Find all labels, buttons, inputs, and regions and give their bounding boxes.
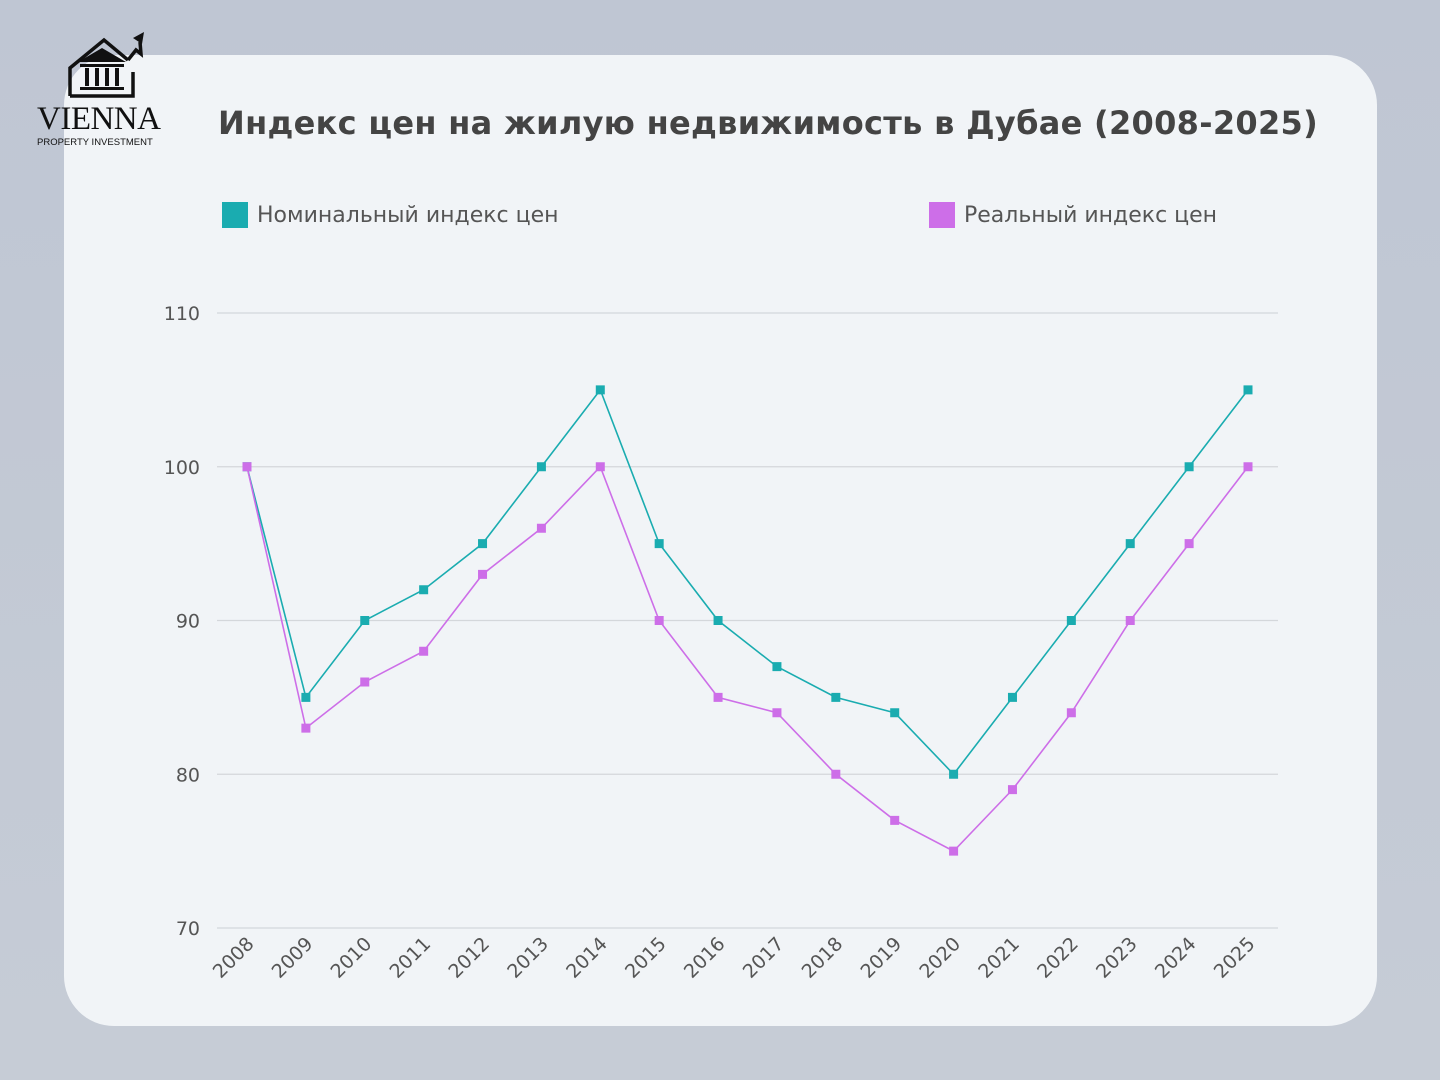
data-point-1 bbox=[1184, 539, 1194, 549]
series-line-0 bbox=[246, 388, 1249, 776]
legend-real[interactable]: Реальный индекс цен bbox=[929, 202, 1217, 228]
data-point-0 bbox=[1184, 462, 1194, 472]
data-point-1 bbox=[654, 616, 664, 625]
chart-card bbox=[64, 55, 1377, 1026]
data-point-1 bbox=[242, 462, 252, 472]
x-tick-label: 2009 bbox=[268, 933, 318, 983]
data-point-0 bbox=[1066, 616, 1076, 625]
legend-swatch-real bbox=[929, 202, 955, 228]
x-tick-label: 2023 bbox=[1092, 933, 1142, 983]
x-tick-label: 2010 bbox=[327, 933, 377, 983]
data-point-0 bbox=[1125, 539, 1135, 549]
data-point-0 bbox=[949, 769, 959, 779]
data-point-1 bbox=[536, 523, 546, 533]
data-point-1 bbox=[890, 815, 900, 825]
legend-label-nominal: Номинальный индекс цен bbox=[257, 202, 559, 228]
y-tick-label: 70 bbox=[176, 918, 200, 940]
data-point-0 bbox=[419, 585, 429, 595]
data-point-1 bbox=[1243, 462, 1253, 472]
y-tick-label: 90 bbox=[176, 611, 200, 633]
data-point-0 bbox=[360, 616, 370, 625]
x-tick-label: 2019 bbox=[856, 933, 906, 983]
x-tick-label: 2014 bbox=[562, 933, 612, 983]
data-point-1 bbox=[1066, 708, 1076, 718]
data-point-0 bbox=[478, 539, 488, 549]
data-point-1 bbox=[1007, 785, 1017, 795]
data-point-1 bbox=[949, 846, 959, 856]
data-point-0 bbox=[536, 462, 546, 472]
x-tick-label: 2022 bbox=[1033, 933, 1083, 983]
x-tick-label: 2024 bbox=[1151, 933, 1201, 983]
y-tick-label: 110 bbox=[164, 303, 200, 325]
series-line-1 bbox=[246, 465, 1249, 853]
data-point-1 bbox=[831, 769, 841, 779]
x-tick-label: 2025 bbox=[1210, 933, 1260, 983]
data-point-1 bbox=[772, 708, 782, 718]
logo-subtitle: PROPERTY INVESTMENT bbox=[37, 137, 153, 148]
data-point-0 bbox=[654, 539, 664, 549]
y-tick-label: 100 bbox=[164, 457, 200, 479]
data-point-0 bbox=[831, 692, 841, 702]
data-point-1 bbox=[1125, 616, 1135, 625]
data-point-0 bbox=[1007, 692, 1017, 702]
chart-title: Индекс цен на жилую недвижимость в Дубае… bbox=[218, 104, 1319, 142]
legend-nominal[interactable]: Номинальный индекс цен bbox=[222, 202, 559, 228]
legend-label-real: Реальный индекс цен bbox=[964, 202, 1218, 228]
x-tick-label: 2016 bbox=[680, 933, 730, 983]
x-tick-label: 2011 bbox=[385, 933, 435, 983]
logo-wordmark: VIENNA bbox=[37, 101, 161, 137]
x-tick-label: 2012 bbox=[444, 933, 494, 983]
data-point-0 bbox=[772, 662, 782, 672]
x-tick-label: 2013 bbox=[503, 933, 553, 983]
y-tick-label: 80 bbox=[176, 764, 200, 786]
x-tick-label: 2020 bbox=[915, 933, 965, 983]
data-point-0 bbox=[301, 692, 311, 702]
data-point-1 bbox=[419, 646, 429, 656]
data-point-1 bbox=[713, 692, 723, 702]
data-point-1 bbox=[595, 462, 605, 472]
x-tick-label: 2017 bbox=[739, 933, 789, 983]
x-tick-label: 2015 bbox=[621, 933, 671, 983]
x-tick-label: 2008 bbox=[209, 933, 259, 983]
data-point-1 bbox=[301, 723, 311, 733]
x-tick-label: 2018 bbox=[798, 933, 848, 983]
legend-swatch-nominal bbox=[222, 202, 248, 228]
data-point-0 bbox=[595, 385, 605, 395]
data-point-1 bbox=[478, 569, 488, 579]
data-point-0 bbox=[890, 708, 900, 718]
data-point-1 bbox=[360, 677, 370, 687]
data-point-0 bbox=[713, 616, 723, 625]
logo-house-icon bbox=[68, 32, 144, 98]
data-point-0 bbox=[1243, 385, 1253, 395]
x-tick-label: 2021 bbox=[974, 933, 1024, 983]
